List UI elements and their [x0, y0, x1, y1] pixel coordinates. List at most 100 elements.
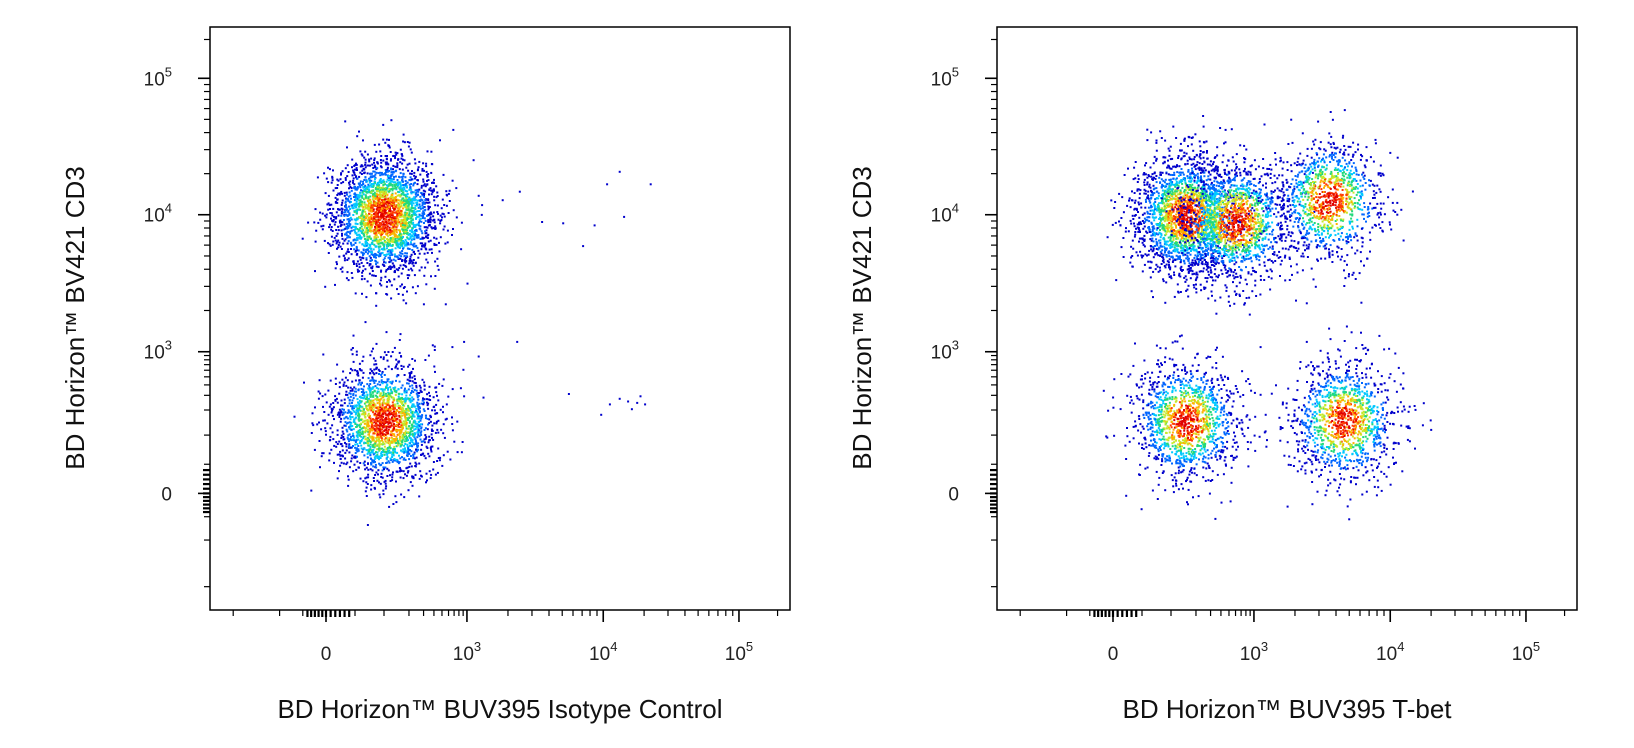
event-point: [372, 371, 375, 374]
event-point: [382, 237, 385, 240]
event-point: [372, 167, 375, 169]
event-point: [378, 373, 380, 375]
event-point: [1148, 220, 1151, 223]
x-tick-label: 104: [589, 639, 617, 665]
event-point: [399, 264, 402, 267]
event-point: [325, 177, 328, 180]
event-point: [377, 184, 380, 187]
event-point: [1168, 182, 1171, 185]
event-point: [369, 227, 372, 230]
event-point: [368, 406, 371, 409]
event-point: [419, 386, 422, 389]
event-point: [368, 177, 370, 180]
event-point: [416, 422, 419, 425]
event-point: [393, 201, 396, 204]
event-point: [366, 400, 369, 403]
event-point: [423, 217, 426, 220]
event-point: [367, 225, 370, 228]
event-point: [369, 237, 371, 240]
event-point: [428, 385, 431, 388]
event-point: [367, 196, 370, 199]
event-point: [387, 449, 390, 452]
event-point: [330, 448, 333, 451]
event-point: [374, 474, 377, 476]
event-point: [373, 459, 375, 462]
event-point: [384, 190, 387, 193]
event-point: [330, 217, 332, 220]
event-point: [395, 435, 398, 438]
event-point: [350, 187, 353, 189]
event-point: [384, 161, 387, 164]
event-point: [384, 240, 387, 243]
event-point: [363, 422, 366, 425]
event-point: [400, 201, 403, 204]
event-point: [388, 266, 391, 269]
event-point: [377, 473, 379, 476]
event-point: [437, 218, 440, 221]
event-point: [383, 419, 386, 422]
event-point: [394, 151, 397, 154]
event-point: [378, 441, 381, 444]
event-point: [420, 402, 423, 405]
event-point: [408, 224, 411, 227]
event-point: [387, 392, 390, 395]
event-point: [343, 438, 346, 441]
event-point: [434, 228, 437, 230]
event-point: [353, 205, 356, 208]
event-point: [416, 450, 419, 453]
event-point: [393, 232, 396, 235]
event-point: [377, 427, 379, 430]
event-point: [395, 389, 398, 392]
event-point: [418, 425, 421, 427]
event-point: [378, 420, 381, 423]
event-point: [421, 242, 424, 245]
event-point: [366, 437, 369, 440]
event-point: [1179, 267, 1182, 270]
event-point: [334, 399, 337, 402]
event-point: [373, 164, 376, 167]
event-point: [382, 123, 385, 126]
event-point: [388, 182, 391, 185]
event-point: [393, 438, 396, 440]
event-point: [396, 402, 399, 405]
event-point: [368, 189, 371, 192]
event-point: [369, 176, 372, 179]
event-point: [371, 270, 374, 272]
event-point: [355, 253, 358, 256]
event-point: [408, 425, 411, 428]
event-point: [385, 427, 388, 430]
event-point: [364, 268, 367, 271]
event-point: [378, 414, 381, 417]
event-point: [367, 430, 370, 433]
event-point: [391, 408, 394, 411]
event-point: [419, 195, 422, 198]
event-point: [396, 255, 398, 258]
event-point: [381, 428, 384, 431]
event-point: [425, 201, 428, 204]
event-point: [414, 428, 417, 430]
event-point: [411, 412, 414, 414]
event-point: [358, 205, 361, 208]
event-point: [405, 240, 408, 243]
event-point: [365, 466, 368, 469]
event-point: [372, 183, 375, 185]
event-point: [411, 387, 414, 390]
event-point: [401, 177, 404, 180]
event-point: [310, 432, 313, 434]
event-point: [426, 174, 429, 176]
event-point: [396, 444, 399, 447]
event-point: [399, 442, 402, 445]
event-point: [381, 419, 384, 422]
event-point: [1188, 269, 1191, 272]
event-point: [355, 204, 358, 207]
event-point: [421, 378, 424, 381]
event-point: [387, 163, 390, 166]
event-point: [382, 196, 384, 199]
event-point: [402, 477, 405, 480]
event-point: [406, 451, 409, 454]
event-point: [386, 397, 389, 400]
event-point: [366, 238, 369, 241]
event-point: [415, 195, 418, 198]
event-point: [1187, 268, 1190, 271]
event-point: [395, 240, 398, 242]
